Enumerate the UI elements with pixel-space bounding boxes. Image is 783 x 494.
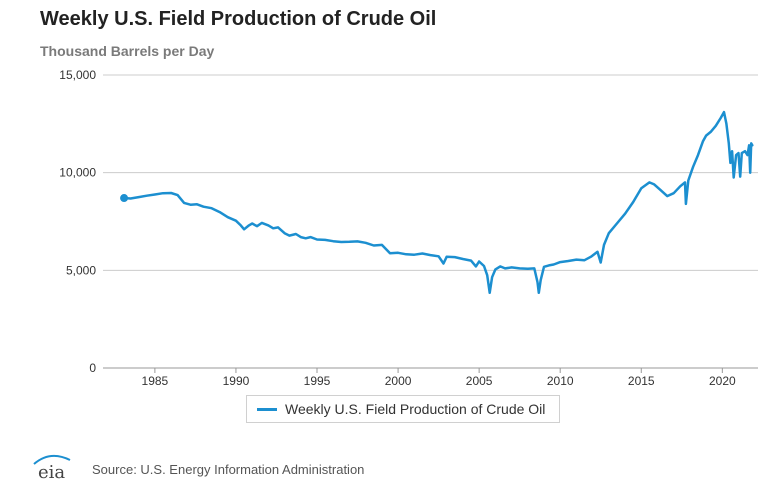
eia-logo: eia [33, 454, 71, 483]
x-tick-label: 2020 [709, 374, 736, 388]
x-tick-label: 2010 [547, 374, 574, 388]
x-tick-label: 1985 [142, 374, 169, 388]
series-line [122, 110, 754, 295]
chart-title: Weekly U.S. Field Production of Crude Oi… [40, 8, 437, 30]
x-tick-label: 2000 [385, 374, 412, 388]
source-note: Source: U.S. Energy Information Administ… [92, 462, 365, 477]
y-tick-label: 10,000 [59, 166, 96, 180]
chart-legend[interactable]: Weekly U.S. Field Production of Crude Oi… [246, 395, 560, 423]
chart-subtitle: Thousand Barrels per Day [40, 43, 215, 59]
eia-logo-text: eia [38, 462, 65, 483]
y-tick-label: 0 [89, 361, 96, 375]
x-tick-label: 1995 [304, 374, 331, 388]
legend-label: Weekly U.S. Field Production of Crude Oi… [285, 401, 546, 417]
x-tick-label: 2015 [628, 374, 655, 388]
legend-swatch [257, 408, 277, 411]
y-tick-label: 5,000 [66, 263, 96, 277]
y-tick-label: 15,000 [59, 68, 96, 82]
x-tick-label: 2005 [466, 374, 493, 388]
series-start-marker [120, 194, 129, 203]
x-tick-label: 1990 [223, 374, 250, 388]
